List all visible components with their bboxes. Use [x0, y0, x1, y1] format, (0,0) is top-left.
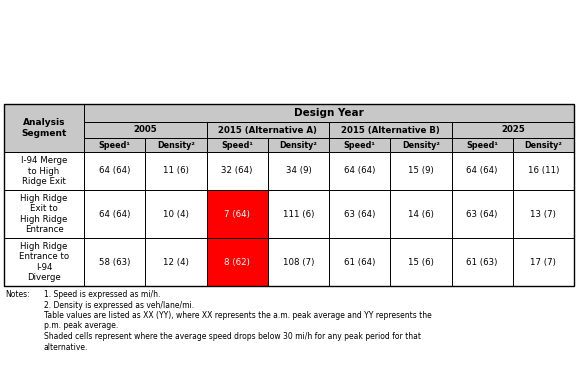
Bar — [268, 138, 329, 152]
Text: 11 (6): 11 (6) — [163, 166, 189, 176]
Text: 32 (64): 32 (64) — [221, 166, 253, 176]
Text: 15 (9): 15 (9) — [408, 166, 434, 176]
Bar — [390, 152, 451, 190]
Text: Design Year: Design Year — [294, 108, 364, 118]
Bar — [145, 138, 206, 152]
Text: 64 (64): 64 (64) — [466, 166, 498, 176]
Bar — [390, 190, 451, 238]
Text: Speed¹: Speed¹ — [221, 141, 253, 150]
Text: 111 (6): 111 (6) — [283, 210, 314, 219]
Bar — [145, 152, 206, 190]
Bar — [513, 138, 574, 152]
Bar — [268, 152, 329, 190]
Text: 7 (64): 7 (64) — [224, 210, 250, 219]
Bar — [329, 138, 390, 152]
Bar — [84, 104, 574, 122]
Bar — [451, 122, 574, 138]
Text: 2015 (Alternative A): 2015 (Alternative A) — [218, 126, 317, 134]
Text: 61 (63): 61 (63) — [466, 257, 498, 266]
Bar — [4, 152, 84, 190]
Text: 8 (62): 8 (62) — [224, 257, 250, 266]
Text: Speed¹: Speed¹ — [99, 141, 131, 150]
Text: 108 (7): 108 (7) — [283, 257, 314, 266]
Text: 2015 (Alternative B): 2015 (Alternative B) — [341, 126, 440, 134]
Text: 2005: 2005 — [134, 126, 157, 134]
Text: 16 (11): 16 (11) — [528, 166, 559, 176]
Text: High Ridge
Exit to
High Ridge
Entrance: High Ridge Exit to High Ridge Entrance — [20, 194, 68, 234]
Text: Notes:: Notes: — [5, 290, 29, 299]
Bar — [390, 138, 451, 152]
Text: 61 (64): 61 (64) — [344, 257, 375, 266]
Bar — [84, 190, 145, 238]
Bar — [451, 190, 513, 238]
Bar — [513, 238, 574, 286]
Bar — [451, 152, 513, 190]
Text: Speed¹: Speed¹ — [466, 141, 498, 150]
Bar — [513, 152, 574, 190]
Bar — [4, 104, 574, 286]
Bar — [4, 238, 84, 286]
Text: Analysis
Segment: Analysis Segment — [21, 118, 66, 138]
Text: 64 (64): 64 (64) — [99, 210, 130, 219]
Bar — [84, 152, 145, 190]
Bar — [451, 238, 513, 286]
Text: I-94 Merge
to High
Ridge Exit: I-94 Merge to High Ridge Exit — [21, 156, 67, 186]
Bar — [329, 152, 390, 190]
Bar — [145, 238, 206, 286]
Text: Density²: Density² — [402, 141, 440, 150]
Bar — [206, 122, 329, 138]
Bar — [206, 152, 268, 190]
Bar — [268, 238, 329, 286]
Bar — [145, 190, 206, 238]
Bar — [451, 138, 513, 152]
Text: 10 (4): 10 (4) — [163, 210, 189, 219]
Bar — [390, 238, 451, 286]
Bar — [4, 104, 84, 152]
Text: 2. Density is expressed as veh/lane/mi.: 2. Density is expressed as veh/lane/mi. — [44, 300, 194, 310]
Text: 64 (64): 64 (64) — [99, 166, 130, 176]
Bar — [329, 122, 451, 138]
Text: 58 (63): 58 (63) — [99, 257, 130, 266]
Bar — [4, 190, 84, 238]
Bar — [329, 190, 390, 238]
Text: Speed¹: Speed¹ — [344, 141, 376, 150]
Text: p.m. peak average.: p.m. peak average. — [44, 322, 118, 330]
Text: 1. Speed is expressed as mi/h.: 1. Speed is expressed as mi/h. — [44, 290, 160, 299]
Text: Density²: Density² — [524, 141, 562, 150]
Text: 63 (64): 63 (64) — [466, 210, 498, 219]
Bar — [329, 238, 390, 286]
Text: Density²: Density² — [279, 141, 317, 150]
Text: High Ridge
Entrance to
I-94
Diverge: High Ridge Entrance to I-94 Diverge — [19, 242, 69, 282]
Text: 12 (4): 12 (4) — [163, 257, 189, 266]
Text: Table values are listed as XX (YY), where XX represents the a.m. peak average an: Table values are listed as XX (YY), wher… — [44, 311, 432, 320]
Text: 2025: 2025 — [501, 126, 525, 134]
Text: 14 (6): 14 (6) — [408, 210, 434, 219]
Text: alternative.: alternative. — [44, 342, 88, 351]
Text: Density²: Density² — [157, 141, 195, 150]
Bar — [206, 138, 268, 152]
Text: 34 (9): 34 (9) — [286, 166, 311, 176]
Text: 17 (7): 17 (7) — [531, 257, 556, 266]
Bar — [513, 190, 574, 238]
Bar — [84, 238, 145, 286]
Bar — [84, 122, 206, 138]
Text: Shaded cells represent where the average speed drops below 30 mi/h for any peak : Shaded cells represent where the average… — [44, 332, 421, 341]
Bar — [206, 238, 268, 286]
Text: 15 (6): 15 (6) — [408, 257, 434, 266]
Text: 13 (7): 13 (7) — [531, 210, 556, 219]
Text: 63 (64): 63 (64) — [344, 210, 375, 219]
Bar — [268, 190, 329, 238]
Bar — [206, 190, 268, 238]
Bar — [84, 138, 145, 152]
Text: 64 (64): 64 (64) — [344, 166, 375, 176]
